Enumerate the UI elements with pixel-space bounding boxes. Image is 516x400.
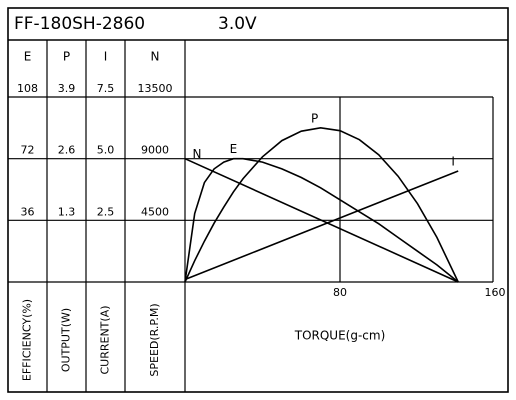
curve — [184, 126, 459, 283]
x-tick-label: 80 — [333, 286, 347, 299]
curve-label: I — [451, 155, 455, 169]
curve — [184, 157, 459, 283]
y-tick-label: 7.5 — [97, 82, 115, 95]
axis-header: N — [151, 50, 160, 64]
y-tick-label: 72 — [21, 144, 35, 157]
curve-label: N — [193, 147, 202, 161]
y-tick-label: 4500 — [141, 205, 169, 218]
y-tick-label: 5.0 — [97, 144, 115, 157]
y-tick-label: 1.3 — [58, 205, 76, 218]
curve-label: E — [230, 142, 238, 156]
x-tick-label: 160 — [485, 286, 506, 299]
axis-header: E — [24, 50, 32, 64]
chart-title: FF-180SH-2860 — [14, 14, 145, 34]
x-axis-label: TORQUE(g-cm) — [294, 329, 386, 343]
y-tick-label: 36 — [21, 205, 35, 218]
axis-label: CURRENT(A) — [99, 305, 112, 374]
curve — [184, 170, 459, 281]
axis-label: OUTPUT(W) — [60, 308, 73, 372]
y-tick-label: 108 — [17, 82, 38, 95]
outer-frame — [7, 7, 509, 393]
chart-subtitle: 3.0V — [218, 14, 257, 34]
axis-label: EFFICIENCY(%) — [21, 299, 34, 381]
y-tick-label: 9000 — [141, 144, 169, 157]
y-tick-label: 13500 — [138, 82, 173, 95]
axis-label: SPEED(R.P.M) — [148, 303, 161, 376]
y-tick-label: 3.9 — [58, 82, 76, 95]
curve-label: P — [311, 111, 318, 125]
y-tick-label: 2.5 — [97, 205, 115, 218]
curve — [184, 157, 459, 283]
axis-header: I — [104, 50, 108, 64]
axis-header: P — [63, 50, 70, 64]
y-tick-label: 2.6 — [58, 144, 76, 157]
